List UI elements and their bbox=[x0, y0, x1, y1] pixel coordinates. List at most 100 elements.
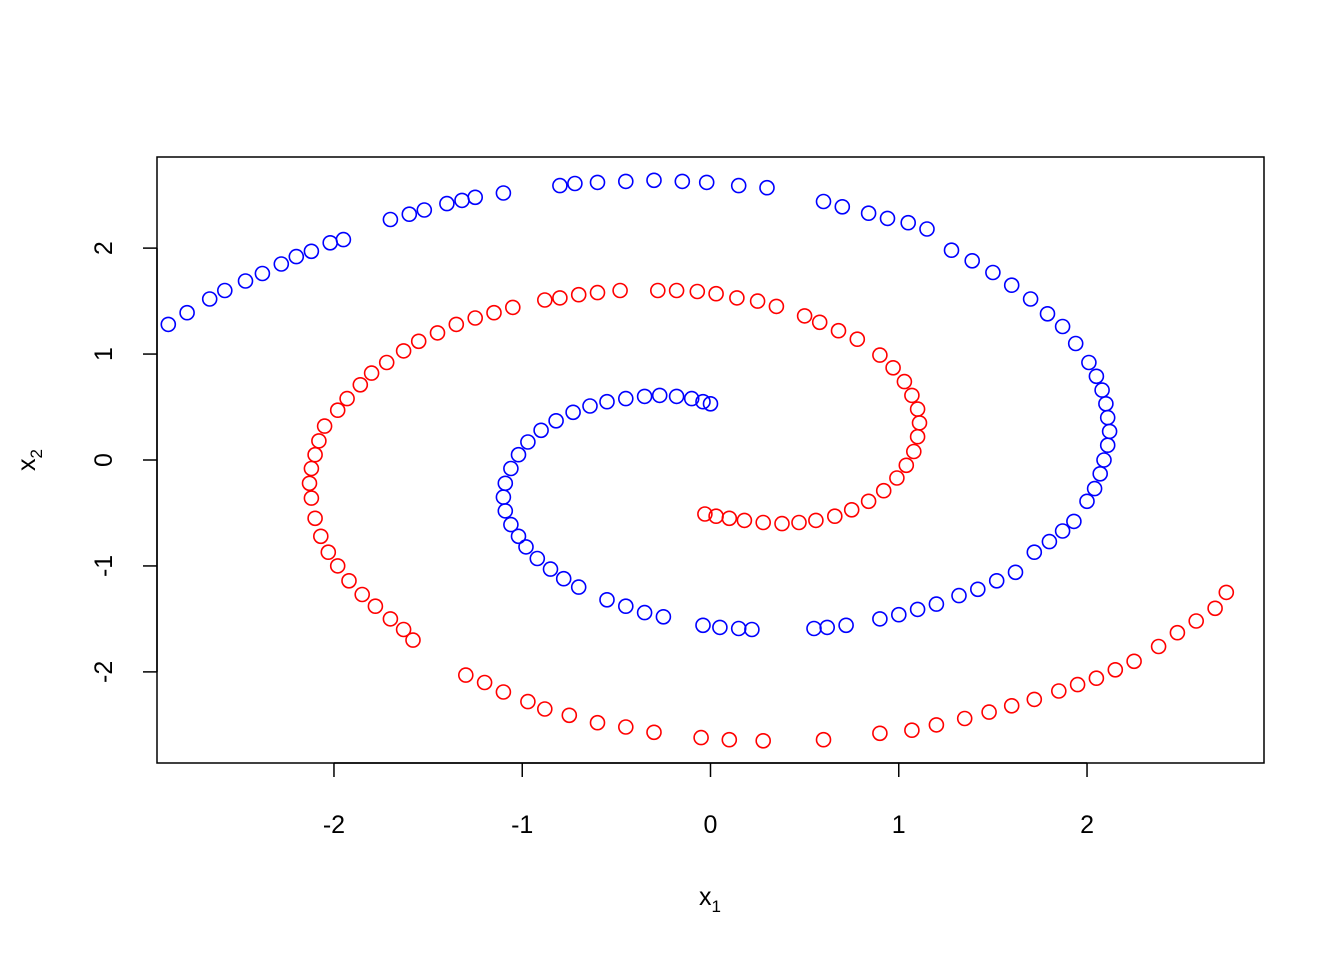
data-point bbox=[1054, 523, 1071, 539]
data-point bbox=[542, 561, 559, 577]
data-point bbox=[815, 731, 832, 748]
data-point bbox=[808, 512, 824, 529]
data-point bbox=[646, 172, 662, 189]
data-point bbox=[879, 210, 896, 227]
data-point bbox=[495, 489, 512, 505]
data-point bbox=[416, 202, 433, 218]
data-point bbox=[160, 316, 177, 333]
x-tick-label: -2 bbox=[323, 811, 345, 839]
data-point bbox=[889, 470, 905, 486]
data-point bbox=[905, 443, 922, 460]
data-point bbox=[520, 434, 536, 450]
data-point bbox=[1188, 613, 1204, 629]
data-point bbox=[1003, 697, 1020, 714]
data-point bbox=[651, 387, 668, 404]
data-point bbox=[730, 620, 747, 637]
data-point bbox=[617, 598, 634, 615]
data-point bbox=[548, 412, 564, 429]
data-point bbox=[367, 598, 384, 615]
data-point bbox=[378, 354, 395, 371]
data-point bbox=[896, 373, 913, 390]
data-point bbox=[510, 446, 527, 463]
data-point bbox=[503, 460, 519, 477]
x-axis-title-subscript: 1 bbox=[712, 897, 721, 916]
data-point bbox=[956, 710, 973, 727]
data-point bbox=[749, 293, 766, 309]
data-point bbox=[329, 402, 346, 419]
data-point bbox=[872, 611, 888, 627]
y-axis-title-subscript: 2 bbox=[27, 449, 46, 458]
data-point bbox=[1107, 661, 1124, 678]
data-point bbox=[518, 539, 534, 555]
data-point bbox=[617, 173, 634, 190]
data-point bbox=[1003, 277, 1020, 294]
data-point bbox=[1026, 691, 1043, 708]
data-point bbox=[1026, 544, 1043, 561]
data-point bbox=[872, 347, 888, 363]
data-point bbox=[815, 193, 832, 210]
data-point bbox=[316, 418, 333, 434]
data-point bbox=[503, 516, 519, 533]
data-point bbox=[1081, 354, 1097, 371]
y-tick-label: 0 bbox=[90, 453, 118, 467]
data-point bbox=[395, 343, 412, 359]
data-point bbox=[1086, 480, 1103, 497]
data-point bbox=[1094, 382, 1110, 398]
data-point bbox=[826, 508, 843, 525]
data-point bbox=[969, 581, 986, 598]
data-point bbox=[774, 515, 790, 532]
data-point bbox=[697, 506, 713, 522]
y-tick-label: -1 bbox=[90, 555, 118, 577]
y-tick-label: 1 bbox=[90, 347, 118, 361]
data-point bbox=[341, 572, 357, 589]
data-point bbox=[570, 579, 587, 595]
data-point bbox=[565, 404, 581, 421]
data-point bbox=[1169, 624, 1186, 641]
data-point bbox=[655, 608, 672, 625]
data-point bbox=[636, 388, 653, 405]
data-point bbox=[1207, 600, 1223, 617]
data-point bbox=[668, 282, 685, 299]
data-point bbox=[567, 175, 583, 192]
data-point bbox=[303, 243, 320, 260]
data-point bbox=[339, 390, 355, 407]
data-point bbox=[755, 732, 772, 749]
data-point bbox=[759, 179, 775, 196]
data-point bbox=[911, 415, 928, 431]
data-point bbox=[439, 195, 455, 212]
data-point bbox=[1069, 676, 1086, 693]
data-point bbox=[843, 501, 860, 518]
data-point bbox=[599, 393, 615, 410]
data-point bbox=[529, 550, 546, 567]
data-point bbox=[1054, 318, 1071, 335]
data-point bbox=[382, 211, 399, 228]
data-point bbox=[504, 299, 521, 316]
data-points bbox=[160, 172, 1235, 749]
data-point bbox=[649, 282, 666, 299]
data-point bbox=[395, 621, 412, 638]
data-point bbox=[552, 177, 568, 194]
data-point bbox=[1099, 409, 1116, 426]
data-point bbox=[698, 174, 715, 191]
data-point bbox=[830, 322, 847, 339]
data-point bbox=[617, 390, 634, 407]
x-axis-title-base: x bbox=[699, 883, 712, 911]
y-tick-label: -2 bbox=[90, 661, 118, 683]
data-point bbox=[898, 457, 915, 474]
data-point bbox=[382, 611, 399, 627]
data-point bbox=[838, 617, 854, 634]
x-axis: -2 -1 0 1 2 bbox=[323, 762, 1094, 839]
data-point bbox=[988, 572, 1005, 589]
data-point bbox=[561, 707, 578, 724]
data-point bbox=[495, 185, 512, 201]
data-point bbox=[599, 591, 615, 608]
data-point bbox=[467, 189, 484, 206]
data-point bbox=[1126, 653, 1142, 670]
data-point bbox=[582, 398, 598, 414]
data-point bbox=[890, 606, 907, 623]
data-point bbox=[217, 282, 233, 299]
data-point bbox=[928, 596, 945, 612]
data-point bbox=[849, 331, 866, 348]
data-point bbox=[429, 325, 446, 341]
